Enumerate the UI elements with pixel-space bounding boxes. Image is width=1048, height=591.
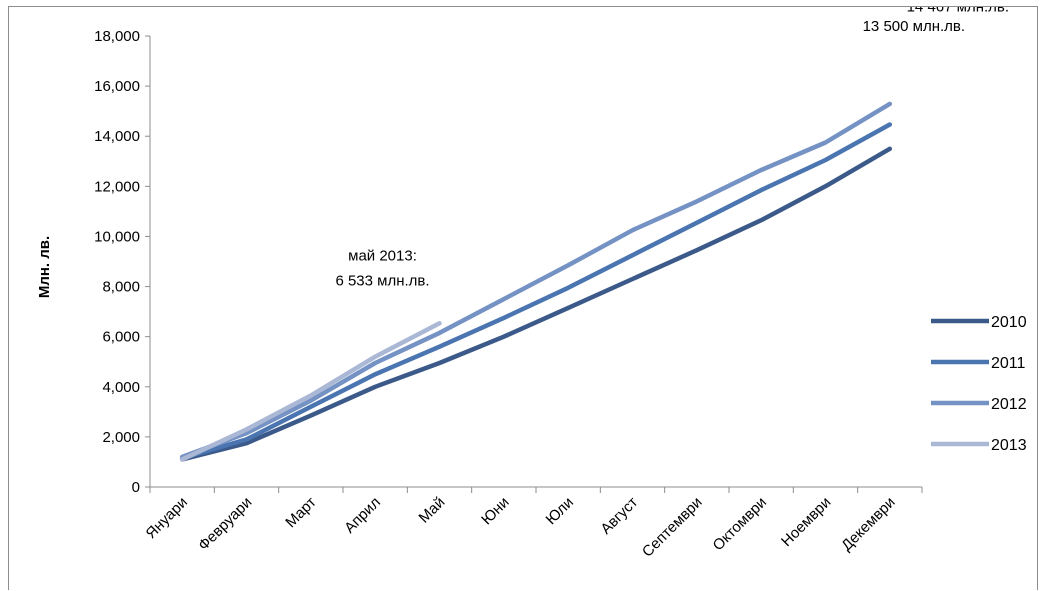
x-tick-label: Февруари — [195, 494, 255, 554]
annotation-label-2010: 2010: — [895, 7, 933, 10]
y-tick-label: 2,000 — [102, 429, 140, 446]
y-tick-label: 4,000 — [102, 379, 140, 396]
series-line-2010 — [179, 146, 893, 462]
y-tick-label: 6,000 — [102, 329, 140, 346]
series-line-2013 — [179, 321, 442, 462]
x-tick-label: Юни — [478, 494, 513, 529]
x-tick-label: Септември — [639, 494, 706, 561]
legend: 2010 2011 2012 2013 — [931, 314, 1027, 454]
annotation-label-2011: 14 467 млн.лв. — [907, 7, 1009, 16]
annotation-label-2010: 13 500 млн.лв. — [863, 18, 965, 35]
x-tick-label: Април — [341, 494, 384, 537]
y-tick-label: 8,000 — [102, 279, 140, 296]
x-tick-label: Август — [597, 494, 641, 538]
x-tick-label: Октомври — [710, 494, 770, 554]
series-line-2011 — [179, 122, 893, 461]
chart-frame: Млн. лв. 0 2,000 4,000 6,000 8,000 10,000 12,0… — [8, 6, 1038, 590]
x-tick-label: Януари — [143, 494, 191, 542]
legend-label-2013: 2013 — [991, 437, 1027, 454]
y-tick-label: 14,000 — [94, 128, 140, 145]
legend-label-2010: 2010 — [991, 314, 1027, 331]
x-tick-label: Декември — [838, 494, 899, 555]
series-lines — [179, 101, 893, 462]
line-chart: Млн. лв. 0 2,000 4,000 6,000 8,000 10,000 12,0… — [36, 7, 1027, 561]
y-tick-label: 16,000 — [94, 78, 140, 95]
axes: 0 2,000 4,000 6,000 8,000 10,000 12,000 14,000 1… — [94, 28, 923, 561]
x-tick-label: Март — [282, 494, 319, 531]
y-tick-label: 12,000 — [94, 178, 140, 195]
y-tick-label: 18,000 — [94, 28, 140, 45]
y-tick-label: 10,000 — [94, 228, 140, 245]
x-tick-label: Май — [416, 494, 449, 527]
x-tick-label: Ноември — [778, 494, 834, 550]
y-axis-label: Млн. лв. — [36, 236, 53, 298]
annotation-label-2013: май 2013: — [348, 247, 417, 264]
legend-label-2011: 2011 — [991, 355, 1026, 372]
x-tick-label: Юли — [543, 494, 577, 528]
y-tick-label: 0 — [132, 479, 140, 496]
legend-label-2012: 2012 — [991, 396, 1027, 413]
annotation-label-2013: 6 533 млн.лв. — [335, 272, 429, 289]
series-line-2012 — [179, 101, 893, 460]
annotations: май 2013:6 533 млн.лв.2012:15 290 млн.лв… — [335, 7, 1009, 289]
